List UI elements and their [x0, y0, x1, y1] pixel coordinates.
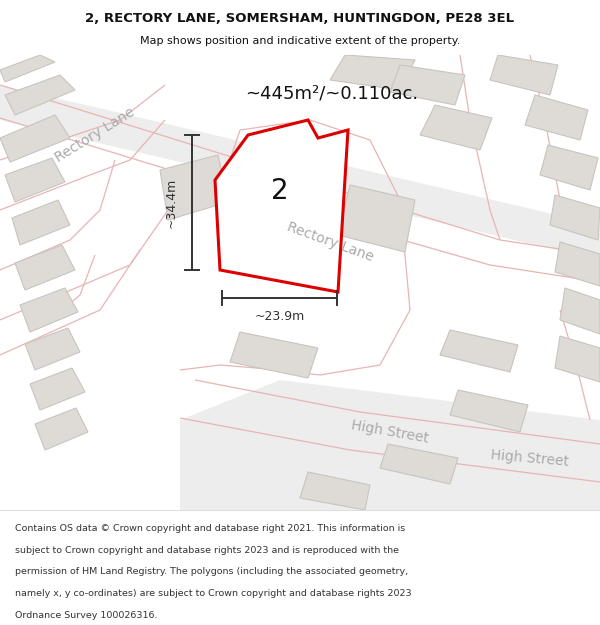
Text: Contains OS data © Crown copyright and database right 2021. This information is: Contains OS data © Crown copyright and d… [15, 524, 405, 532]
Polygon shape [555, 336, 600, 382]
Polygon shape [420, 105, 492, 150]
Polygon shape [525, 95, 588, 140]
Polygon shape [330, 55, 415, 90]
Polygon shape [12, 200, 70, 245]
Polygon shape [230, 332, 318, 378]
Text: ~445m²/~0.110ac.: ~445m²/~0.110ac. [245, 84, 418, 102]
Polygon shape [390, 65, 465, 105]
Text: Ordnance Survey 100026316.: Ordnance Survey 100026316. [15, 611, 157, 620]
Text: Rectory Lane: Rectory Lane [285, 220, 375, 264]
Polygon shape [0, 115, 70, 162]
Polygon shape [20, 288, 78, 332]
Text: ~34.4m: ~34.4m [165, 177, 178, 227]
Polygon shape [490, 55, 558, 95]
Polygon shape [338, 185, 415, 252]
Text: subject to Crown copyright and database rights 2023 and is reproduced with the: subject to Crown copyright and database … [15, 546, 399, 554]
Polygon shape [540, 145, 598, 190]
Polygon shape [160, 155, 228, 220]
Text: Map shows position and indicative extent of the property.: Map shows position and indicative extent… [140, 36, 460, 46]
Text: ~23.9m: ~23.9m [254, 310, 305, 323]
Polygon shape [555, 242, 600, 286]
Polygon shape [35, 408, 88, 450]
Polygon shape [15, 245, 75, 290]
Text: 2: 2 [271, 177, 289, 205]
Polygon shape [380, 444, 458, 484]
Polygon shape [5, 75, 75, 115]
Polygon shape [5, 158, 65, 202]
Text: permission of HM Land Registry. The polygons (including the associated geometry,: permission of HM Land Registry. The poly… [15, 568, 408, 576]
Polygon shape [300, 472, 370, 510]
Text: namely x, y co-ordinates) are subject to Crown copyright and database rights 202: namely x, y co-ordinates) are subject to… [15, 589, 412, 598]
Text: Rectory Lane: Rectory Lane [53, 105, 137, 165]
Polygon shape [0, 85, 600, 260]
Text: High Street: High Street [490, 448, 570, 468]
Polygon shape [30, 368, 85, 410]
Text: High Street: High Street [350, 418, 430, 446]
Polygon shape [25, 328, 80, 370]
Polygon shape [180, 380, 600, 510]
Polygon shape [0, 55, 55, 82]
Polygon shape [560, 288, 600, 334]
Polygon shape [450, 390, 528, 432]
Polygon shape [215, 120, 348, 292]
Polygon shape [440, 330, 518, 372]
Text: 2, RECTORY LANE, SOMERSHAM, HUNTINGDON, PE28 3EL: 2, RECTORY LANE, SOMERSHAM, HUNTINGDON, … [85, 12, 515, 25]
Polygon shape [550, 195, 600, 240]
